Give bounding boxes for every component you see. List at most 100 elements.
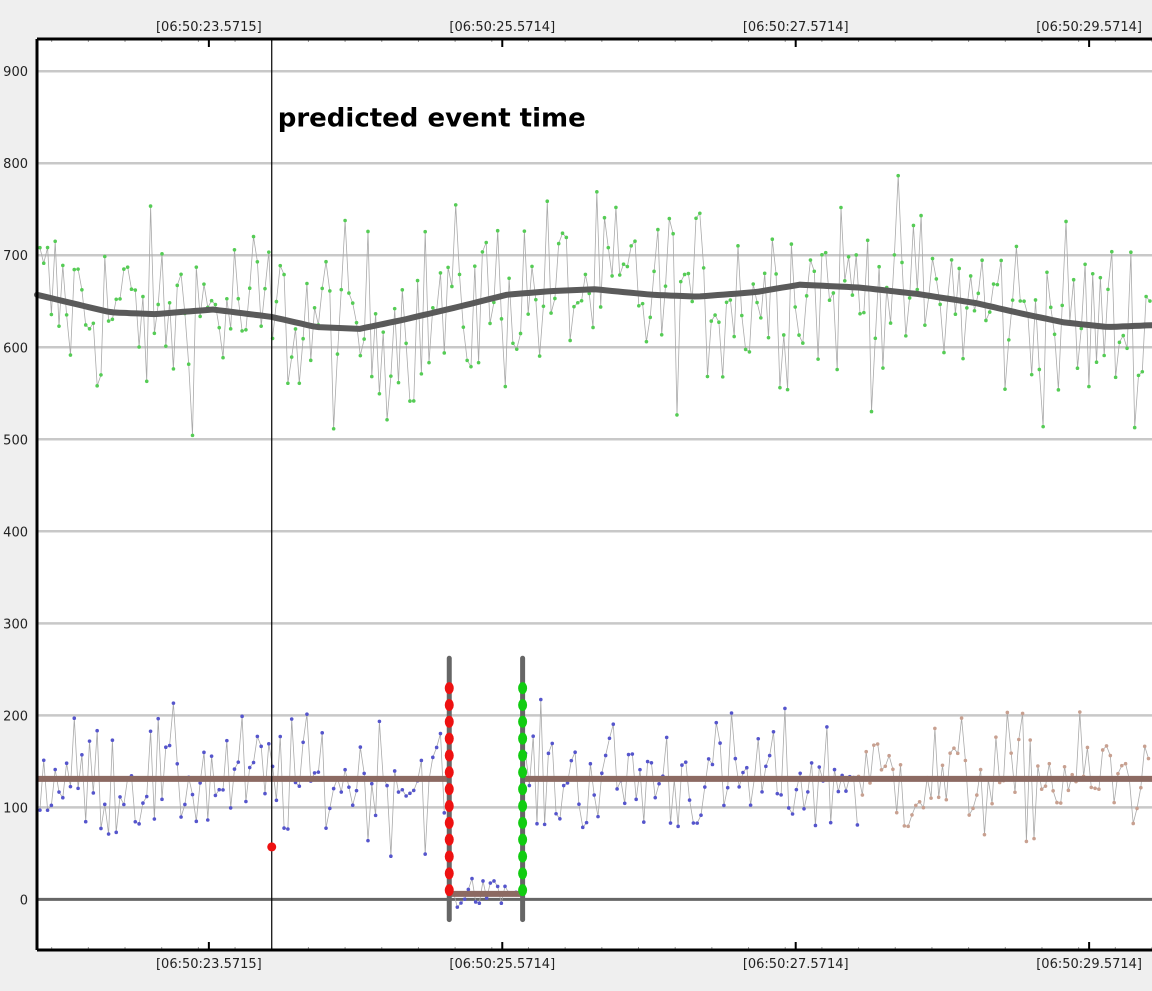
lower-series-before-point xyxy=(400,787,405,792)
lower-series-after-point xyxy=(687,798,692,802)
upper-point xyxy=(1098,275,1103,280)
upper-point xyxy=(179,272,183,277)
upper-point xyxy=(186,362,191,366)
lower-series-before-point xyxy=(282,826,286,830)
upper-point xyxy=(568,338,572,343)
lower-series-after-point xyxy=(638,767,642,772)
lower-series-before-point xyxy=(236,760,241,764)
upper-point xyxy=(530,264,534,269)
lower-series-before-point xyxy=(434,745,439,750)
upper-point xyxy=(1106,287,1110,292)
upper-point xyxy=(156,302,160,307)
gap-point xyxy=(492,879,496,883)
upper-point xyxy=(1064,219,1068,224)
lower-series-tail-point xyxy=(929,796,933,800)
lower-series-before-point xyxy=(385,783,389,788)
red-marker xyxy=(444,833,454,846)
lower-series-after-point xyxy=(653,795,658,800)
lower-series-after-point xyxy=(786,806,791,810)
x-tick-label-top: [06:50:23.5715] xyxy=(156,20,262,35)
lower-series-tail-point xyxy=(963,758,968,763)
lower-series-tail-point xyxy=(872,743,876,747)
lower-series-after-point xyxy=(764,764,768,769)
lower-series-tail-point xyxy=(1013,790,1017,795)
upper-point xyxy=(881,366,885,370)
lower-series-after-point xyxy=(725,785,730,790)
upper-point xyxy=(602,215,607,220)
upper-point xyxy=(400,288,405,292)
lower-series-before-point xyxy=(80,752,84,757)
lower-series-before-point xyxy=(324,826,328,830)
upper-point xyxy=(572,304,576,309)
upper-point xyxy=(236,296,241,301)
lower-series-after-point xyxy=(611,722,616,727)
upper-point xyxy=(472,264,477,268)
lower-series-before-point xyxy=(228,806,233,810)
upper-point xyxy=(366,229,370,234)
upper-point xyxy=(488,321,492,326)
upper-point xyxy=(301,336,305,341)
lower-series-tail-point xyxy=(978,767,983,772)
lower-series-before-point xyxy=(175,762,180,766)
upper-point xyxy=(915,287,920,292)
upper-point xyxy=(76,267,80,271)
lower-series-after-point xyxy=(657,781,661,786)
upper-point xyxy=(831,291,836,295)
upper-point xyxy=(739,313,744,318)
lower-series-tail-point xyxy=(940,763,945,768)
lower-series-tail-point xyxy=(1070,772,1074,777)
lower-series-tail-point xyxy=(948,751,952,755)
upper-point xyxy=(686,271,691,276)
lower-series-before-point xyxy=(267,741,271,746)
upper-point xyxy=(583,272,588,277)
lower-series-before-point xyxy=(339,790,344,794)
lower-series-before-point xyxy=(95,728,99,733)
green-marker xyxy=(518,850,528,863)
upper-point xyxy=(1110,249,1114,254)
x-tick-label-top: [06:50:25.5714] xyxy=(449,20,555,35)
lower-series-tail-point xyxy=(944,797,949,802)
upper-point xyxy=(507,276,511,281)
upper-point xyxy=(1003,387,1007,391)
upper-point xyxy=(320,286,325,291)
upper-point xyxy=(392,306,397,311)
gap-point xyxy=(503,884,507,889)
upper-point xyxy=(694,216,698,221)
upper-point xyxy=(545,199,550,204)
upper-point xyxy=(118,297,122,301)
lower-series-after-point xyxy=(699,813,703,817)
lower-series-after-point xyxy=(706,757,711,761)
upper-point xyxy=(537,354,542,358)
upper-point xyxy=(774,272,778,276)
upper-point xyxy=(144,379,149,384)
upper-point xyxy=(476,360,481,365)
lower-series-after-point xyxy=(550,741,555,746)
lower-series-before-point xyxy=(354,788,359,793)
lower-series-after-point xyxy=(554,811,558,816)
lower-series-before-point xyxy=(369,781,374,786)
x-tick-label-bottom: [06:50:27.5714] xyxy=(743,957,849,972)
upper-point xyxy=(816,357,820,361)
lower-series-after-point xyxy=(783,706,787,711)
upper-point xyxy=(1022,299,1026,304)
upper-point xyxy=(656,227,660,232)
upper-point xyxy=(606,245,611,250)
lower-series-after-point xyxy=(718,741,722,745)
lower-series-tail-point xyxy=(879,767,884,772)
green-marker xyxy=(518,816,528,829)
upper-point xyxy=(255,260,260,264)
upper-point xyxy=(377,391,382,396)
upper-point xyxy=(709,319,714,323)
upper-point xyxy=(431,306,435,310)
upper-point xyxy=(514,347,519,351)
upper-point xyxy=(461,325,466,329)
upper-point xyxy=(823,250,828,255)
upper-point xyxy=(976,291,981,296)
lower-series-after-point xyxy=(592,793,597,797)
lower-series-tail-point xyxy=(887,753,891,758)
upper-point xyxy=(1148,299,1152,303)
lower-series-before-point xyxy=(83,819,88,824)
lower-series-after-point xyxy=(760,790,764,794)
lower-series-tail-point xyxy=(1066,788,1071,793)
